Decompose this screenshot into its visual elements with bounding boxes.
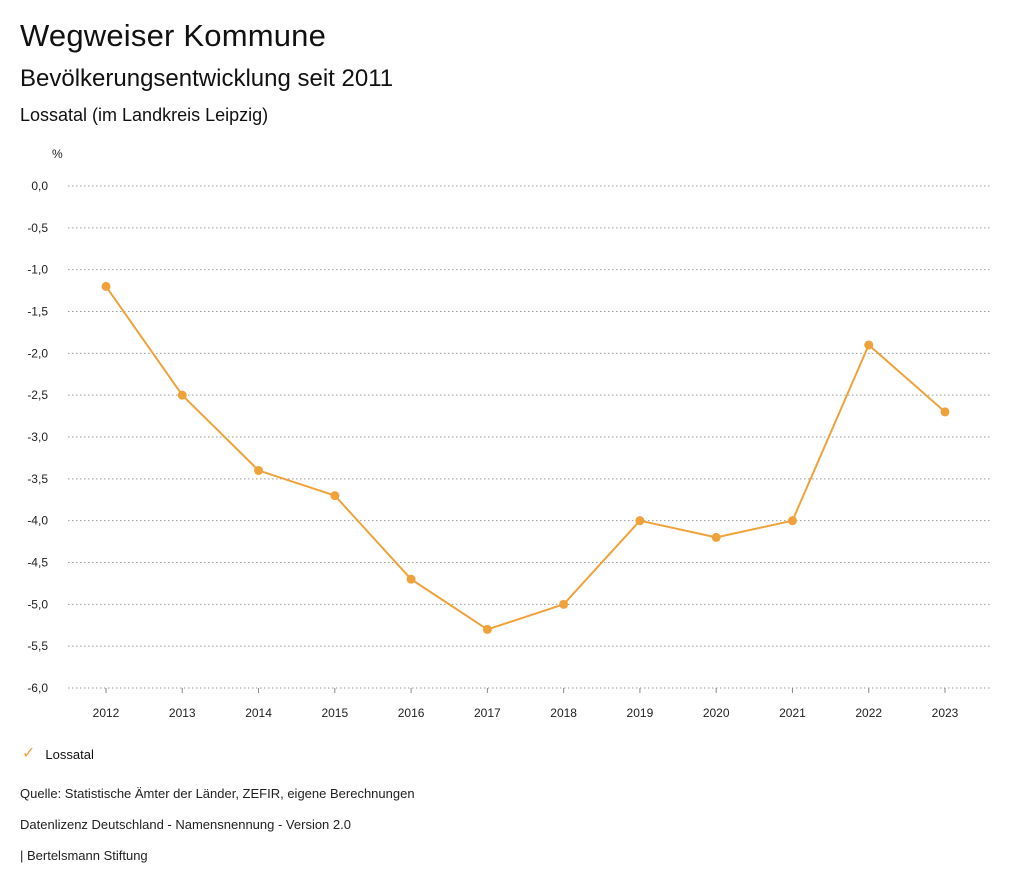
y-tick-label: -1,0: [27, 263, 48, 277]
y-tick-label: -4,0: [27, 514, 48, 528]
x-tick-label: 2016: [398, 706, 425, 720]
y-tick-label: 0,0: [31, 179, 48, 193]
chart-subtitle: Bevölkerungsentwicklung seit 2011: [20, 65, 394, 92]
y-tick-label: -0,5: [27, 221, 48, 235]
data-point: [101, 281, 111, 291]
y-axis-unit-label: %: [52, 147, 63, 161]
x-tick-label: 2018: [550, 706, 577, 720]
y-tick-label: -3,5: [27, 472, 48, 486]
x-tick-label: 2015: [321, 706, 348, 720]
data-point: [254, 465, 264, 475]
data-point: [330, 491, 340, 501]
data-point: [406, 574, 416, 584]
y-tick-label: -4,5: [27, 556, 48, 570]
region-label: Lossatal (im Landkreis Leipzig): [20, 105, 269, 125]
data-point: [787, 516, 797, 526]
x-tick-label: 2022: [855, 706, 882, 720]
y-tick-label: -2,0: [27, 346, 48, 360]
y-tick-label: -5,5: [27, 639, 48, 653]
source-note: Quelle: Statistische Ämter der Länder, Z…: [20, 786, 415, 801]
x-tick-label: 2019: [627, 706, 654, 720]
data-point: [177, 390, 187, 400]
publisher-note: | Bertelsmann Stiftung: [20, 848, 148, 863]
page-title: Wegweiser Kommune: [20, 18, 327, 53]
license-note: Datenlizenz Deutschland - Namensnennung …: [20, 817, 351, 832]
legend[interactable]: ✓ Lossatal: [22, 746, 94, 762]
y-tick-label: -3,0: [27, 430, 48, 444]
data-point: [940, 407, 950, 417]
x-tick-label: 2014: [245, 706, 272, 720]
series-line: [105, 285, 946, 631]
y-tick-label: -6,0: [27, 681, 48, 695]
data-point: [482, 624, 492, 634]
y-tick-label: -1,5: [27, 305, 48, 319]
x-tick-label: 2017: [474, 706, 501, 720]
data-point: [711, 532, 721, 542]
x-tick-label: 2023: [932, 706, 959, 720]
legend-label: Lossatal: [45, 746, 94, 762]
line-chart: % 0,0 -0,5 -1,0 -1,5 -2,0 -2,5 -3,0 -3,5 -4,0 -4,5…: [27, 147, 990, 720]
x-tick-label: 2021: [779, 706, 806, 720]
y-tick-label: -5,0: [27, 597, 48, 611]
x-tick-label: 2012: [93, 706, 120, 720]
x-tick-label: 2013: [169, 706, 196, 720]
data-point: [635, 516, 645, 526]
x-tick-label: 2020: [703, 706, 730, 720]
data-point: [559, 599, 569, 609]
y-tick-label: -2,5: [27, 388, 48, 402]
check-icon: ✓: [22, 745, 36, 762]
data-point: [864, 340, 874, 350]
